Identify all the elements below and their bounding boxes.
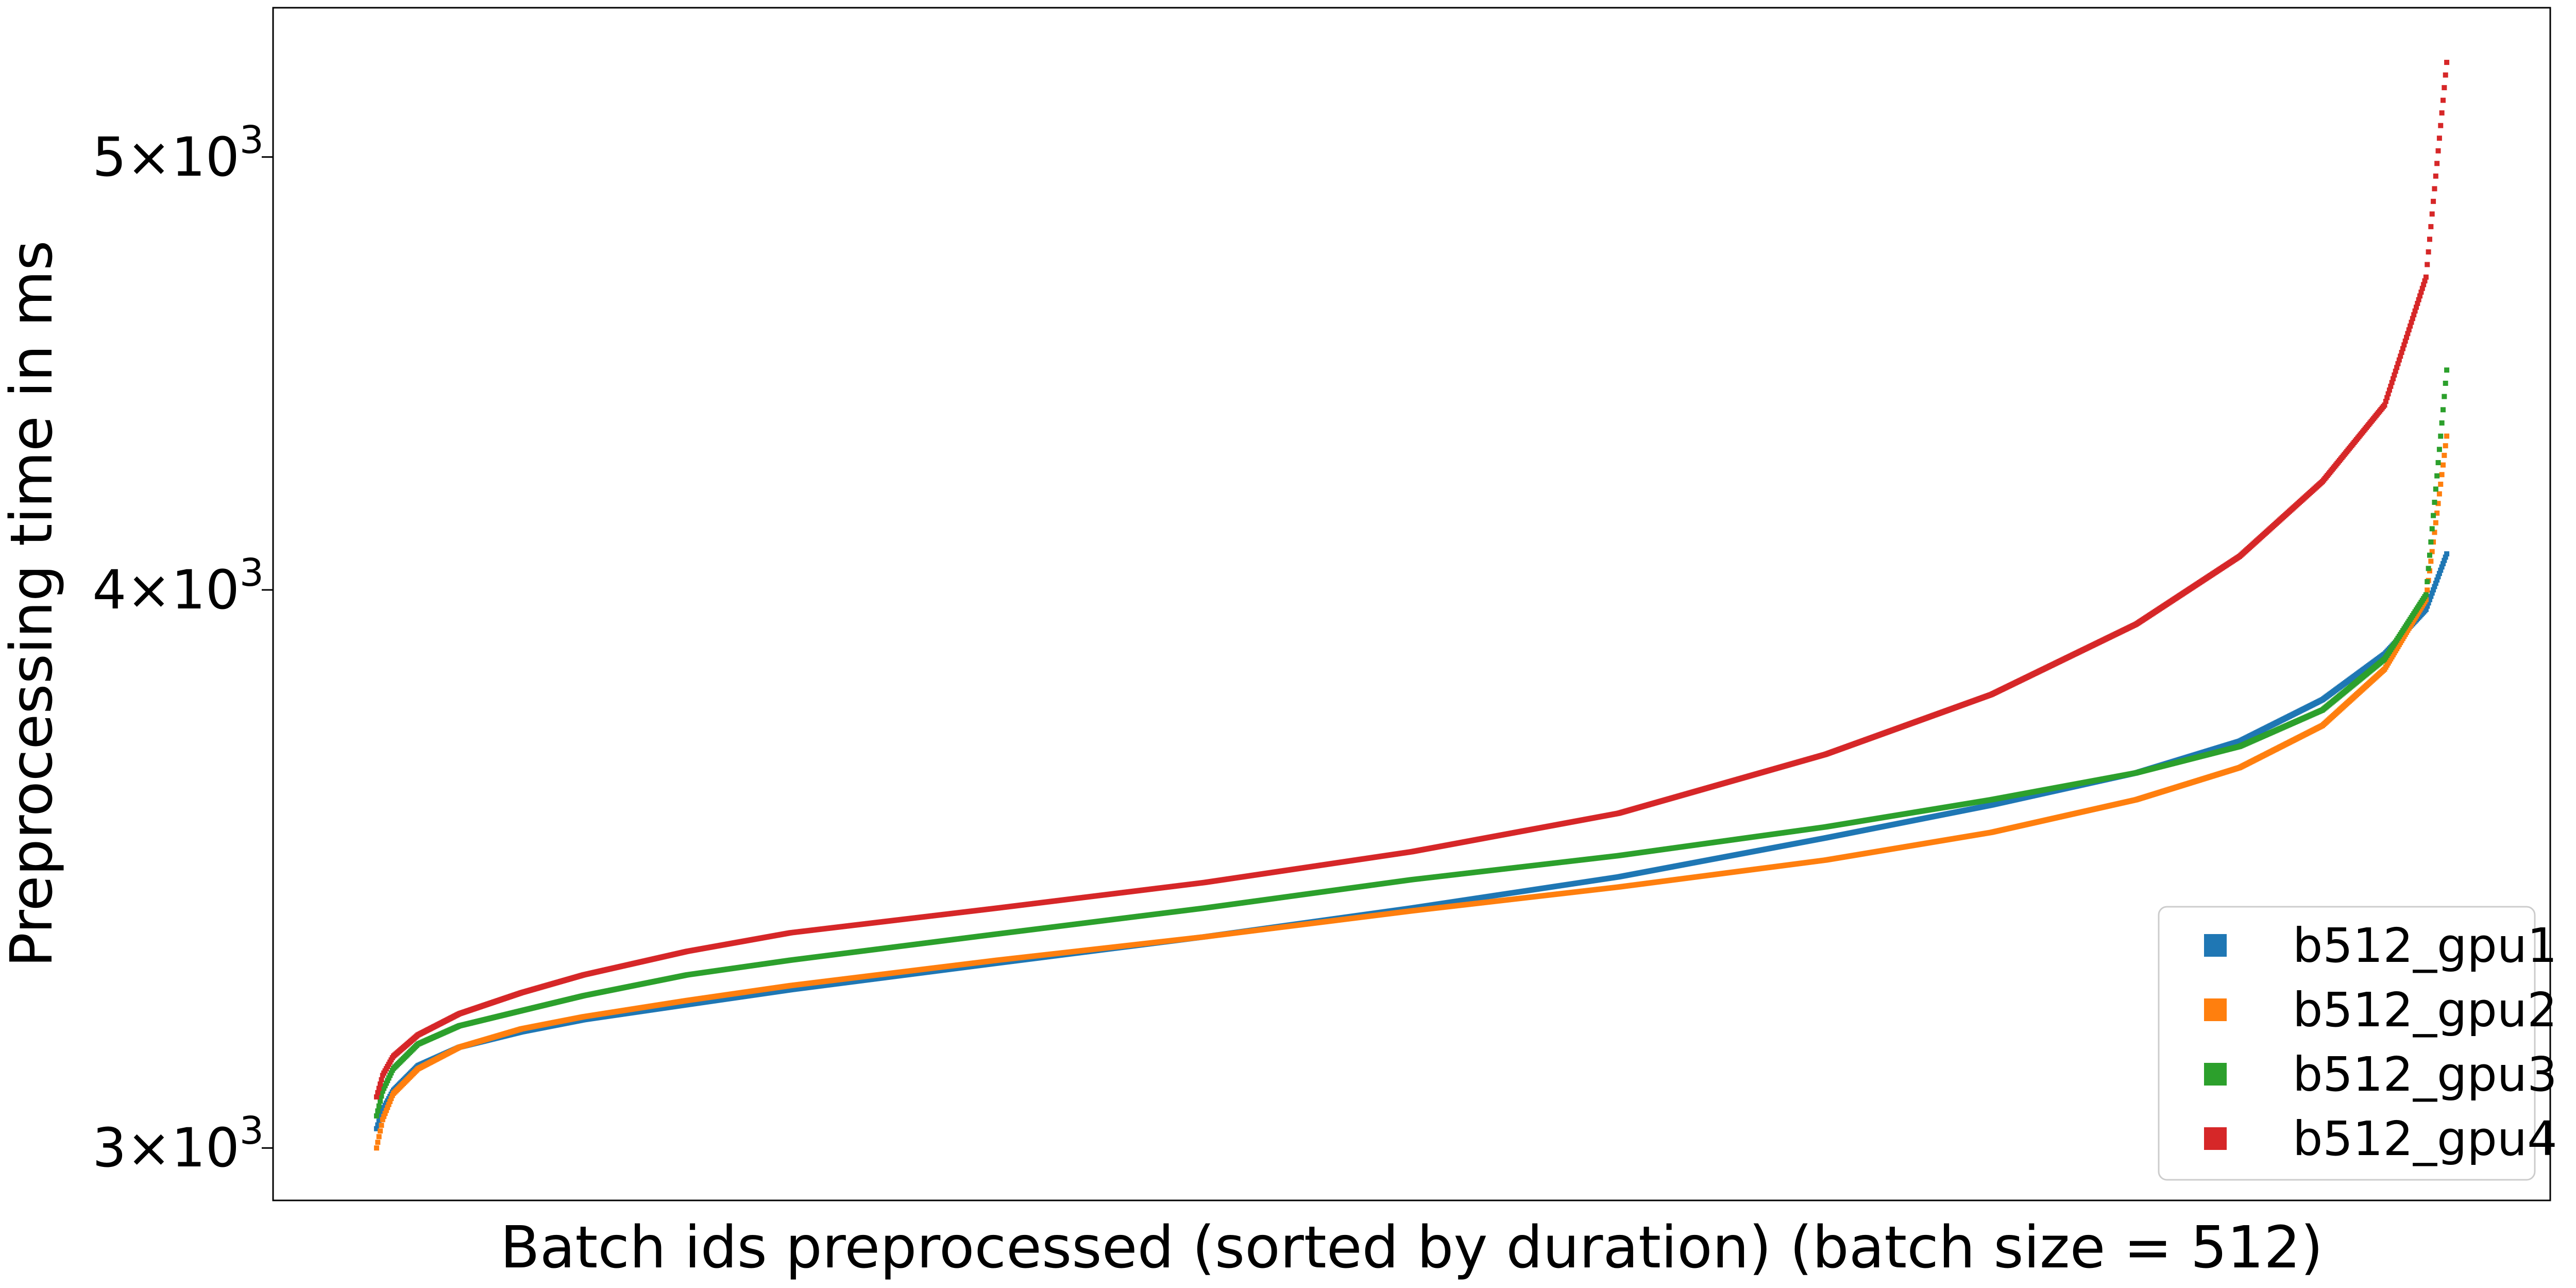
- data-point: [378, 1128, 383, 1134]
- data-point: [2429, 549, 2435, 554]
- data-point: [2428, 594, 2434, 599]
- data-point: [2425, 603, 2430, 609]
- data-point: [2427, 597, 2432, 602]
- data-point: [379, 1093, 384, 1099]
- data-point: [388, 1096, 394, 1101]
- data-point: [385, 1105, 391, 1110]
- data-point: [378, 1098, 383, 1104]
- series-b512_gpu3: [374, 367, 2450, 1118]
- data-point: [380, 1088, 385, 1094]
- data-point: [382, 1111, 388, 1116]
- data-point: [2429, 590, 2435, 596]
- data-point: [2435, 574, 2441, 580]
- data-point: [2444, 433, 2450, 439]
- data-point: [2440, 561, 2446, 567]
- data-point: [2428, 558, 2434, 564]
- data-point: [376, 1103, 382, 1109]
- data-point: [2436, 491, 2442, 497]
- data-point: [2442, 452, 2447, 458]
- data-point: [2432, 584, 2437, 589]
- data-point: [374, 1113, 379, 1118]
- data-point: [375, 1140, 381, 1145]
- data-point: [2438, 481, 2444, 487]
- data-point: [381, 1113, 387, 1119]
- data-point: [2443, 554, 2448, 560]
- data-point: [379, 1123, 384, 1128]
- data-point: [376, 1118, 382, 1124]
- data-point: [2436, 571, 2442, 577]
- data-point: [2444, 551, 2450, 557]
- data-point: [379, 1111, 384, 1116]
- data-point: [376, 1134, 382, 1140]
- data-point: [2433, 581, 2438, 586]
- data-point: [2438, 567, 2444, 573]
- data-point: [2425, 587, 2430, 593]
- data-point: [2432, 530, 2437, 535]
- data-point: [375, 1108, 381, 1114]
- data-point: [2423, 606, 2429, 612]
- data-point: [2431, 587, 2436, 592]
- data-point: [383, 1108, 389, 1113]
- data-point: [2442, 557, 2447, 563]
- data-point: [2433, 520, 2438, 526]
- data-point: [2439, 564, 2445, 570]
- data-point: [387, 1099, 393, 1105]
- data-point: [375, 1122, 381, 1128]
- data-point: [2439, 472, 2445, 478]
- data-point: [2435, 501, 2441, 506]
- series-layer: [374, 60, 2450, 1151]
- data-point: [2443, 443, 2448, 449]
- data-point: [2440, 462, 2446, 468]
- data-point: [386, 1101, 392, 1107]
- data-point: [374, 1145, 379, 1151]
- data-point: [2434, 577, 2440, 583]
- data-point: [2434, 510, 2440, 516]
- data-point: [374, 1126, 379, 1131]
- data-point: [2426, 600, 2431, 606]
- data-point: [380, 1117, 385, 1123]
